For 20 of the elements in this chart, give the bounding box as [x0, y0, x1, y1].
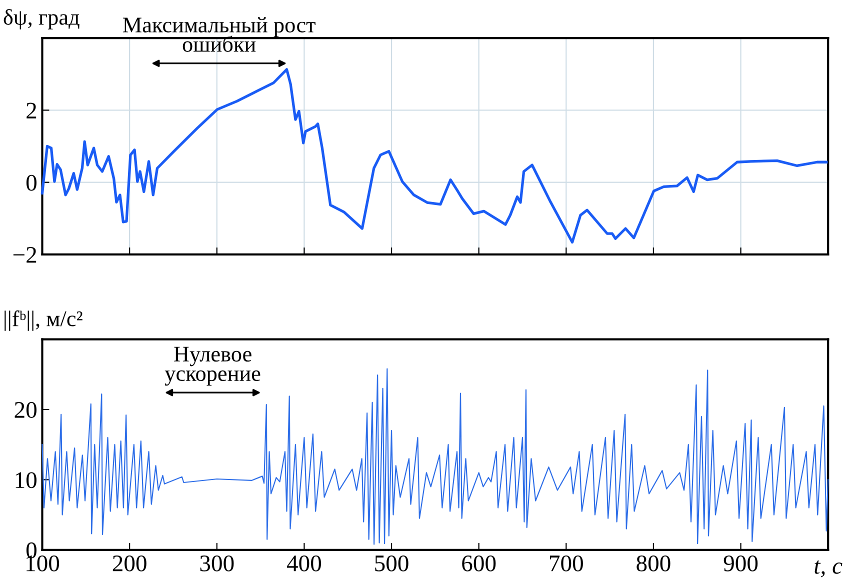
annotation: Максимальный рост ошибки: [122, 17, 316, 52]
y-tick-label: 20: [14, 402, 36, 418]
line-series: [42, 368, 829, 545]
y-tick-label: 10: [16, 472, 36, 488]
y-tick-label: −2: [13, 247, 36, 263]
x-tick-label: 400: [286, 555, 322, 572]
x-tick-label: 600: [462, 555, 496, 572]
y-tick-label: 2: [26, 102, 36, 118]
x-tick-label: 800: [636, 555, 670, 572]
line-series: [40, 68, 828, 244]
y-tick-label: 0: [26, 174, 36, 191]
x-tick-label: 300: [200, 555, 234, 572]
x-axis-title: t, с: [814, 560, 842, 578]
x-tick-label: 200: [112, 555, 146, 572]
annotation: Нулевое ускорение: [164, 346, 260, 386]
y-axis-title: ||fᵇ||, м/с²: [4, 310, 82, 331]
x-tick-label: 900: [724, 555, 758, 572]
x-tick-label: 500: [375, 555, 408, 572]
x-tick-label: 700: [550, 555, 583, 572]
y-axis-title: δψ, град: [4, 9, 80, 30]
